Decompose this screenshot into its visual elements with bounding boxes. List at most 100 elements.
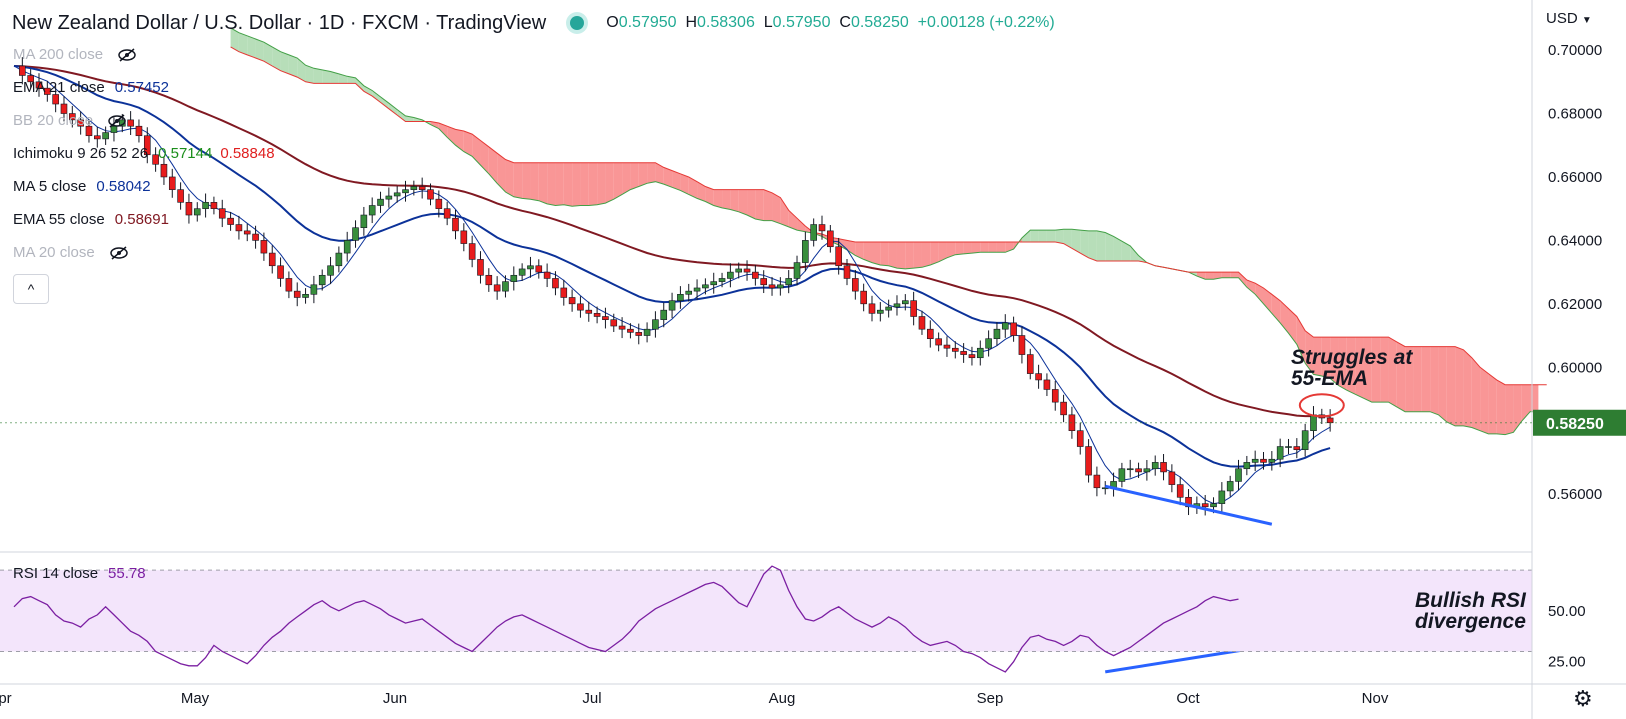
candle-body	[1201, 503, 1209, 508]
cloud-segment	[1096, 230, 1106, 262]
ma5-line	[13, 65, 1331, 505]
rsi-annotation: Bullish RSI divergence	[1415, 590, 1526, 632]
ma5-path	[13, 65, 1331, 505]
cloud-segment	[946, 241, 956, 258]
price-tick-label: 0.70000	[1548, 42, 1602, 59]
candle-body	[568, 297, 576, 305]
candle-body	[1276, 446, 1284, 460]
cloud-segment	[1321, 337, 1331, 379]
cloud-segment	[1438, 346, 1447, 422]
candle-body	[835, 246, 842, 267]
cloud-segment	[238, 32, 248, 55]
cloud-segment	[996, 241, 1006, 253]
time-tick-label: Jul	[582, 690, 601, 707]
candle-body	[127, 119, 134, 127]
eye-off-icon[interactable]	[107, 113, 127, 128]
candle-body	[1060, 401, 1067, 416]
ema55-path	[13, 65, 1331, 418]
cloud-segment	[913, 241, 922, 269]
cloud-segment	[630, 162, 639, 190]
ema-highlight-circle	[1298, 393, 1345, 418]
candle-body	[27, 75, 34, 83]
eye-off-icon[interactable]	[109, 245, 129, 260]
cloud-segment	[605, 162, 614, 204]
legend-row[interactable]: EMA 55 close 0.58691	[13, 211, 177, 228]
cloud-segment	[1013, 238, 1022, 250]
cloud-segment	[1021, 230, 1031, 242]
cloud-segment	[338, 73, 348, 84]
cloud-segment	[930, 241, 939, 265]
candle-body	[327, 265, 334, 276]
legend-name: MA 5 close	[13, 178, 87, 195]
candle-body	[710, 281, 718, 286]
time-tick-label: Apr	[0, 690, 12, 707]
candle-body	[335, 252, 343, 267]
candle-body	[110, 125, 118, 133]
symbol-title[interactable]: New Zealand Dollar / U.S. Dollar · 1D · …	[12, 11, 547, 34]
candle-body	[727, 271, 734, 279]
cloud-segment	[1488, 373, 1497, 434]
candle-body	[218, 208, 226, 219]
cloud-segment	[230, 27, 239, 52]
candle-body	[160, 163, 168, 178]
collapse-legend-button[interactable]: ^	[13, 274, 49, 304]
cloud-segment	[1221, 272, 1231, 278]
candle-body	[352, 227, 359, 241]
candle-body	[502, 281, 509, 292]
ema55-line	[13, 65, 1331, 418]
cloud-segment	[1296, 316, 1306, 364]
candle-body	[1243, 462, 1251, 470]
candle-body	[85, 125, 93, 137]
cloud-segment	[263, 42, 273, 66]
cloud-segment	[1196, 272, 1206, 280]
cloud-segment	[1080, 230, 1089, 258]
cloud-segment	[896, 241, 906, 269]
currency-selector[interactable]: USD ▼	[1546, 10, 1592, 27]
candle-body	[268, 252, 276, 267]
time-tick-label: May	[181, 690, 210, 707]
cloud-segment	[1238, 272, 1247, 288]
candle-body	[860, 290, 867, 305]
cloud-segment	[755, 189, 764, 221]
candle-body	[402, 189, 409, 194]
high-label: H	[685, 14, 697, 31]
candle-body	[1210, 503, 1217, 508]
candle-body	[1126, 468, 1134, 471]
candle-body	[943, 344, 951, 349]
last-price-label: 0.58250	[1546, 416, 1604, 433]
legend-row[interactable]: Ichimoku 9 26 52 26 0.57144 0.58848	[13, 145, 283, 162]
candle-body	[235, 224, 243, 232]
legend-row[interactable]: MA 20 close	[13, 244, 129, 261]
candle-body	[135, 125, 143, 137]
candle-body	[777, 284, 784, 289]
cloud-segment	[1455, 346, 1464, 426]
cloud-segment	[672, 170, 681, 191]
cloud-segment	[580, 162, 589, 206]
candle-body	[610, 319, 618, 327]
cloud-segment	[1496, 379, 1506, 435]
candle-body	[393, 192, 401, 197]
candle-body	[910, 300, 917, 317]
low-label: L	[763, 14, 773, 31]
candle-body	[693, 287, 701, 292]
settings-gear-icon[interactable]: ⚙	[1573, 686, 1593, 711]
cloud-segment	[688, 176, 698, 199]
cloud-segment	[347, 76, 356, 84]
legend-row[interactable]: EMA 21 close 0.57452	[13, 79, 177, 96]
legend-row[interactable]: BB 20 close	[13, 112, 127, 129]
candle-body	[527, 265, 534, 270]
cloud-segment	[1246, 280, 1256, 295]
candle-body	[951, 347, 959, 352]
cloud-segment	[1513, 384, 1522, 433]
legend-row[interactable]: MA 5 close 0.58042	[13, 178, 159, 195]
candle-body	[868, 303, 876, 314]
candle-body	[560, 287, 568, 298]
candle-body	[618, 325, 626, 330]
candle-body	[1043, 379, 1051, 390]
rsi-legend[interactable]: RSI 14 close 55.78	[13, 565, 154, 582]
legend-row[interactable]: MA 200 close	[13, 46, 137, 63]
cloud-segment	[480, 140, 489, 174]
cloud-segment	[1130, 245, 1139, 262]
eye-off-icon[interactable]	[117, 47, 137, 62]
